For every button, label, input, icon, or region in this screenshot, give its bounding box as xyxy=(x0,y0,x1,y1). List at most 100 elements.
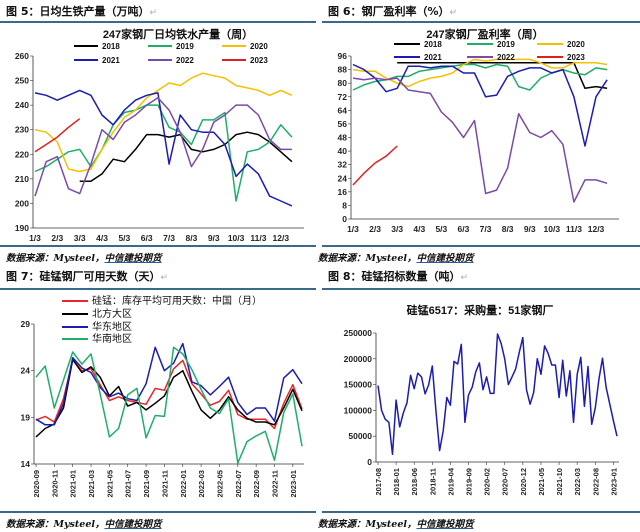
x-tick-label: 11/3 xyxy=(250,233,266,243)
legend-label: 2022 xyxy=(176,56,194,65)
y-tick-label: 250 xyxy=(15,76,29,86)
y-tick-label: 16 xyxy=(338,187,348,197)
x-tick-label: 2022-08 xyxy=(591,468,600,496)
divider xyxy=(322,511,640,513)
x-tick-label: 2021-09 xyxy=(142,470,151,498)
series-line-2021 xyxy=(352,63,608,147)
x-tick-label: 2020-07 xyxy=(501,468,510,496)
series-line-2018 xyxy=(397,62,608,90)
y-tick-label: 210 xyxy=(15,174,29,184)
y-tick-label: 200000 xyxy=(344,354,373,364)
figure-6-source: 数据来源：Mysteel，中信建投期货 xyxy=(318,253,474,264)
figure-6-caption: 图 6：钢厂盈利率（%）↵ xyxy=(328,5,458,18)
x-tick-label: 9/3 xyxy=(208,233,220,243)
y-tick-label: 220 xyxy=(15,149,29,159)
y-tick-label: 24 xyxy=(21,366,31,376)
x-tick-label: 10/3 xyxy=(228,233,245,243)
x-tick-label: 2021-01 xyxy=(69,470,78,498)
x-tick-label: 2017-08 xyxy=(374,468,383,496)
x-tick-label: 2019-09 xyxy=(465,468,474,496)
y-tick-label: 32 xyxy=(338,160,348,170)
legend-label: 2020 xyxy=(250,42,268,51)
x-tick-label: 7/3 xyxy=(480,224,492,234)
y-tick-label: 88 xyxy=(338,65,348,75)
divider xyxy=(0,288,316,290)
series-line-北方大区 xyxy=(35,358,303,438)
chart-title: 247家钢厂盈利率（周） xyxy=(426,27,543,41)
legend-label: 2021 xyxy=(424,53,442,62)
chart-8: 硅锰6517：采购量：51家钢厂 0 50000 100000 150000 200000… xyxy=(344,303,619,496)
return-mark: ↵ xyxy=(149,8,158,18)
series-line-2022 xyxy=(352,77,608,203)
legend-label: 华南地区 xyxy=(92,332,132,345)
divider xyxy=(0,21,316,23)
chart-6: 247家钢厂盈利率（周） 0 8 16 24 32 40 48 56 64 72 80 88 96 1/3 2… xyxy=(338,27,619,234)
x-tick-label: 2021-11 xyxy=(160,470,169,497)
series-line-2020 xyxy=(352,58,608,88)
x-tick-label: 8/3 xyxy=(185,233,197,243)
x-tick-label: 5/3 xyxy=(435,224,447,234)
chart-5: 247家钢厂日均铁水产量（周） 190 200 210 220 230 240 250 260 1… xyxy=(15,27,304,243)
legend-label: 北方大区 xyxy=(92,307,132,320)
x-tick-label: 4/3 xyxy=(96,233,108,243)
divider xyxy=(0,511,316,513)
divider xyxy=(322,288,640,290)
return-mark: ↵ xyxy=(460,273,469,283)
x-tick-label: 2022-03 xyxy=(197,470,206,498)
y-tick-label: 250000 xyxy=(344,328,373,338)
x-tick-label: 2021-03 xyxy=(87,470,96,498)
x-tick-label: 2022-05 xyxy=(215,470,224,498)
legend-label: 2023 xyxy=(567,53,585,62)
y-tick-label: 80 xyxy=(338,78,348,88)
x-tick-label: 2023-01 xyxy=(609,468,618,496)
x-tick-label: 2020-09 xyxy=(32,470,41,498)
series-line-硅锰：库存平均可用天数：中国（月） xyxy=(35,358,303,430)
series-line-2022 xyxy=(34,97,292,197)
x-tick-label: 8/3 xyxy=(502,224,514,234)
legend-label: 华东地区 xyxy=(92,320,132,333)
series-line-2021 xyxy=(34,89,293,207)
x-tick-label: 2020-02 xyxy=(483,468,492,496)
x-tick-label: 2018-11 xyxy=(428,468,437,495)
y-tick-label: 14 xyxy=(21,459,31,469)
x-tick-label: 2021-05 xyxy=(105,470,114,498)
y-tick-label: 200 xyxy=(15,198,29,208)
series-line-2018 xyxy=(79,131,293,183)
x-tick-label: 1/3 xyxy=(29,233,41,243)
x-tick-label: 2018-01 xyxy=(392,468,401,496)
y-tick-label: 0 xyxy=(342,214,347,224)
figure-5-source: 数据来源：Mysteel，中信建投期货 xyxy=(6,253,162,264)
x-tick-label: 2022-09 xyxy=(252,470,261,498)
y-tick-label: 260 xyxy=(15,51,29,61)
legend-label: 2021 xyxy=(102,56,120,65)
y-tick-label: 240 xyxy=(15,100,29,110)
figure-7-source: 数据来源：Mysteel，中信建投期货 xyxy=(6,519,162,530)
x-tick-label: 3/3 xyxy=(74,233,86,243)
legend-label: 2019 xyxy=(176,42,194,51)
y-tick-label: 19 xyxy=(21,412,31,422)
y-tick-label: 100000 xyxy=(344,405,373,415)
chart-7: 14 19 24 29 2020-09 2020-11 2021-01 2021-03 2021… xyxy=(21,294,304,498)
y-tick-label: 150000 xyxy=(344,380,373,390)
x-tick-label: 2019-04 xyxy=(446,467,455,495)
divider xyxy=(322,245,640,247)
x-tick-label: 1/3 xyxy=(347,224,359,234)
x-tick-label: 2/3 xyxy=(369,224,381,234)
x-tick-label: 2022-07 xyxy=(234,470,243,498)
series-line-2019 xyxy=(34,104,293,202)
x-tick-label: 2022-03 xyxy=(573,468,582,496)
series-line-volume xyxy=(377,333,618,456)
x-tick-label: 2022-11 xyxy=(270,470,279,497)
legend-label: 2020 xyxy=(567,40,585,49)
figure-7-caption: 图 7：硅锰钢厂可用天数（天）↵ xyxy=(6,270,169,283)
series-line-2023 xyxy=(34,118,81,153)
y-tick-label: 56 xyxy=(338,119,348,129)
x-tick-label: 10/3 xyxy=(544,224,561,234)
y-tick-label: 72 xyxy=(338,92,348,102)
y-tick-label: 64 xyxy=(338,105,348,115)
figure-5-caption: 图 5：日均生铁产量（万吨）↵ xyxy=(6,5,158,18)
x-tick-label: 2/3 xyxy=(51,233,63,243)
divider xyxy=(0,245,316,247)
x-tick-label: 2021-07 xyxy=(124,470,133,498)
